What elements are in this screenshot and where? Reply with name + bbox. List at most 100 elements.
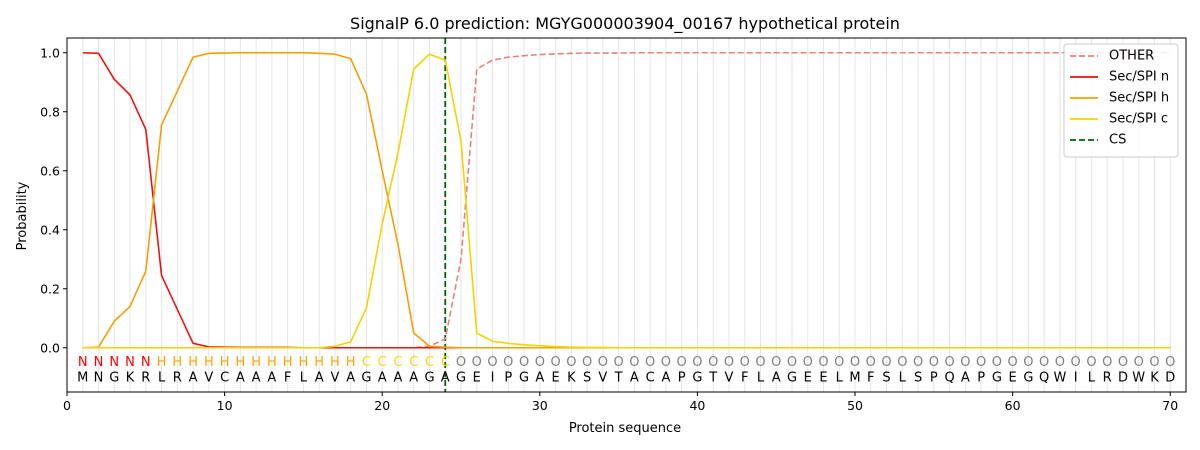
legend: OTHER Sec/SPI n Sec/SPI h Sec/SPI c CS [1063,43,1179,158]
region-label: O [629,355,639,370]
residue-letter: A [630,370,639,385]
region-label: O [1039,355,1049,370]
plot-frame [66,37,1187,393]
region-label: H [251,355,261,370]
region-label: O [976,355,986,370]
residue-letter: C [220,370,229,385]
region-label: O [1055,355,1065,370]
y-tick-label: 0.6 [40,163,60,178]
region-label: N [125,355,135,370]
x-tick-label: 40 [689,398,705,413]
residue-letter: W [1132,370,1145,385]
y-tick-label: 0.2 [40,281,60,296]
region-label: O [771,355,781,370]
region-label: O [755,355,765,370]
region-label: O [818,355,828,370]
residue-letter: A [378,370,387,385]
legend-label: Sec/SPI h [1109,91,1169,106]
region-label: H [188,355,198,370]
y-axis-ticks: 0.0 0.2 0.4 0.6 0.8 1.0 [40,45,67,355]
residue-letter: V [598,370,607,385]
residue-letter: F [867,370,874,385]
region-label: O [850,355,860,370]
residue-letter: A [961,370,970,385]
residue-letter: G [787,370,797,385]
residue-letter: V [204,370,213,385]
region-label: O [566,355,576,370]
region-label: C [393,355,402,370]
residue-letter: Q [944,370,954,385]
residue-letter: L [836,370,844,385]
residue-letter: A [189,370,198,385]
region-label: H [283,355,293,370]
series-line-other [82,51,1171,349]
region-label: H [314,355,324,370]
region-label: O [803,355,813,370]
residue-letter: M [77,370,88,385]
residue-letter: A [535,370,544,385]
region-label: O [992,355,1002,370]
region-label: O [598,355,608,370]
y-tick-label: 1.0 [40,45,60,60]
residue-letter: L [300,370,308,385]
residue-letter: A [267,370,276,385]
residue-letter: L [757,370,765,385]
x-tick-label: 60 [1005,398,1021,413]
region-label: O [1165,355,1175,370]
sequence-annotation: NMNNNGNKNRHLHRHAHVHCHAHAHAHFHLHAHVHACGCA… [77,355,1175,385]
region-label: O [913,355,923,370]
region-label: O [535,355,545,370]
residue-letter: G [1023,370,1033,385]
region-label: O [456,355,466,370]
region-label: O [1118,355,1128,370]
residue-letter: M [849,370,860,385]
residue-letter: E [819,370,827,385]
x-axis-title: Protein sequence [569,421,681,436]
residue-letter: S [914,370,922,385]
residue-letter: A [409,370,418,385]
region-label: O [582,355,592,370]
x-tick-label: 30 [532,398,548,413]
region-label: O [1008,355,1018,370]
residue-letter: G [109,370,119,385]
y-tick-label: 0.0 [40,340,60,355]
residue-letter: T [614,370,623,385]
residue-letter: A [346,370,355,385]
region-label: C [378,355,387,370]
residue-letter: G [424,370,434,385]
region-label: O [661,355,671,370]
region-label: O [740,355,750,370]
series-line-sec-spi-n [82,51,1171,349]
residue-letter: G [692,370,702,385]
region-label: O [1149,355,1159,370]
residue-letter: K [567,370,576,385]
region-label: O [960,355,970,370]
x-tick-label: 70 [1162,398,1178,413]
y-axis-title: Probability [15,181,30,250]
residue-letter: W [1053,370,1066,385]
residue-letter: P [930,370,938,385]
residue-letter: P [977,370,985,385]
region-label: O [645,355,655,370]
region-label: O [1071,355,1081,370]
residue-letter: K [1150,370,1159,385]
residue-letter: L [899,370,907,385]
region-label: N [78,355,88,370]
residue-letter: E [1009,370,1017,385]
region-label: O [692,355,702,370]
region-label: C [409,355,418,370]
chart-title: SignalP 6.0 prediction: MGYG000003904_00… [350,14,900,34]
region-label: O [472,355,482,370]
region-label: O [1023,355,1033,370]
x-tick-label: 10 [217,398,233,413]
region-label: H [204,355,214,370]
region-label: O [866,355,876,370]
residue-letter: N [94,370,104,385]
residue-letter: P [504,370,512,385]
residue-letter: D [1165,370,1175,385]
residue-letter: A [315,370,324,385]
residue-letter: L [158,370,166,385]
region-label: O [614,355,624,370]
region-label: H [330,355,340,370]
residue-letter: R [1103,370,1112,385]
